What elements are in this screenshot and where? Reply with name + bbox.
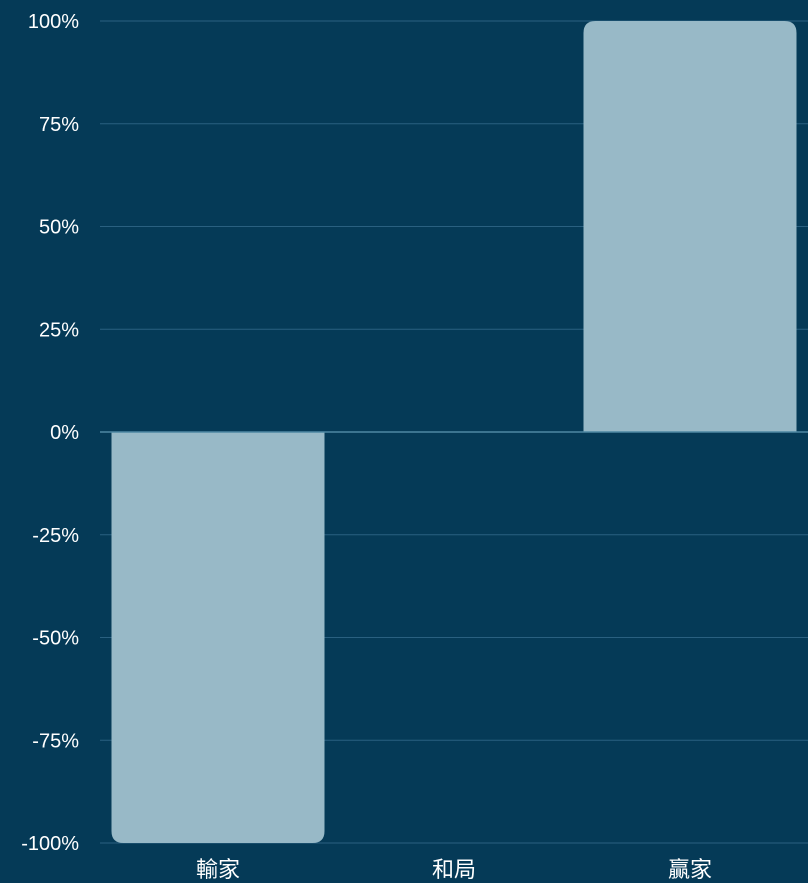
y-axis-ticks: 100% 75% 50% 25% 0% -25% -50% -75% -100% [21, 11, 79, 855]
y-tick-label: -100% [21, 833, 79, 855]
y-tick-label: 50% [39, 217, 79, 239]
y-tick-label: 0% [50, 422, 79, 444]
y-tick-label: -75% [32, 730, 79, 752]
y-tick-label: 25% [39, 319, 79, 341]
y-tick-label: 75% [39, 114, 79, 136]
y-tick-label: 100% [28, 11, 79, 33]
x-tick-label: 輸家 [196, 858, 240, 883]
bars [111, 21, 797, 843]
x-tick-label: 贏家 [668, 858, 712, 883]
y-tick-label: -50% [32, 628, 79, 650]
y-tick-label: -25% [32, 525, 79, 547]
bar [583, 21, 797, 432]
bar [111, 432, 325, 843]
x-tick-label: 和局 [432, 858, 476, 883]
x-axis-ticks: 輸家 和局 贏家 [196, 858, 712, 883]
